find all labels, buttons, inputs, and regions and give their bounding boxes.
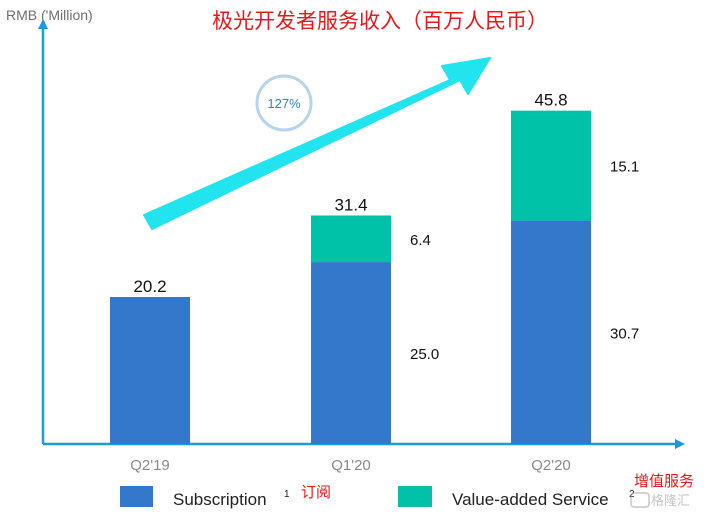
segment-label-value-added-service-q2-20: 15.1: [610, 159, 639, 176]
bars-layer: [110, 110, 591, 444]
bar-value-added-service-q1-20: [311, 215, 391, 263]
bar-value-added-service-q2-20: [511, 110, 591, 221]
chart-title: 极光开发者服务收入（百万人民币）: [212, 10, 548, 33]
x-tick-label-q2-20: Q2'20: [531, 457, 571, 474]
bar-subscription-q2-19: [110, 296, 190, 444]
total-label-q2-20: 45.8: [534, 91, 567, 110]
total-label-q1-20: 31.4: [334, 195, 367, 214]
legend-label-subscription: Subscription: [173, 490, 267, 509]
segment-label-subscription-q1-20: 25.0: [410, 346, 439, 363]
growth-percentage-bubble: [255, 74, 313, 132]
segment-label-value-added-service-q1-20: 6.4: [410, 232, 431, 249]
legend-cn-subscription: 订阅: [301, 484, 331, 501]
growth-percentage-label: 127%: [267, 96, 301, 111]
legend-swatch-value-added: [398, 486, 432, 507]
watermark-logo: 格隆汇: [630, 492, 690, 508]
x-tick-label-q2-19: Q2'19: [130, 457, 170, 474]
total-label-q2-19: 20.2: [133, 277, 166, 296]
labels-layer: 20.2 Q2'19 25.0 6.4 31.4 Q1'20 30.7 15.1 45.8 Q2'…: [130, 91, 639, 474]
watermark-text: 格隆汇: [651, 493, 690, 508]
legend-label-value-added: Value-added Service: [452, 490, 609, 509]
y-axis-label: RMB ('Million): [6, 7, 93, 23]
segment-label-subscription-q2-20: 30.7: [610, 325, 639, 342]
bar-subscription-q1-20: [311, 262, 391, 444]
x-tick-label-q1-20: Q1'20: [331, 457, 371, 474]
bar-subscription-q2-20: [511, 220, 591, 444]
legend-swatch-subscription: [120, 486, 153, 507]
legend-cn-value-added: 增值服务: [634, 473, 694, 490]
growth-trend-arrow: [143, 57, 491, 230]
legend-footnote-subscription: 1: [284, 489, 290, 500]
